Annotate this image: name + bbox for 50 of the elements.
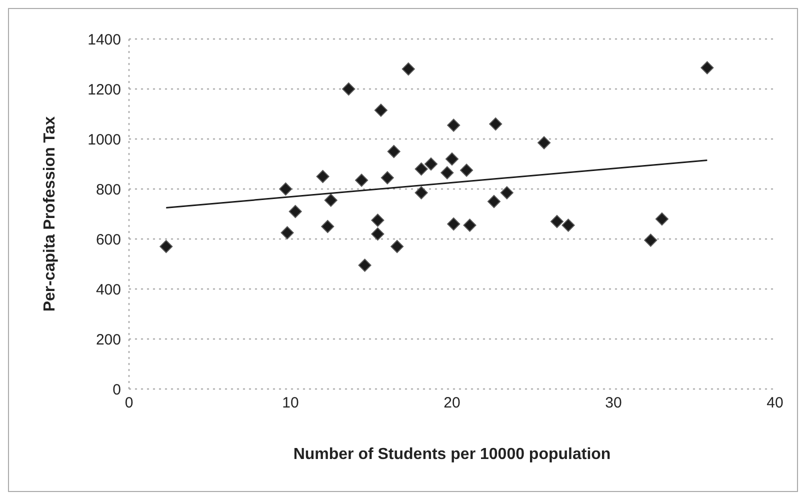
point bbox=[160, 240, 173, 253]
point bbox=[358, 258, 372, 272]
point bbox=[550, 215, 564, 228]
point bbox=[321, 220, 334, 233]
y-tick-label: 1400 bbox=[88, 31, 121, 48]
point bbox=[500, 186, 514, 200]
point bbox=[414, 186, 428, 200]
point bbox=[355, 174, 368, 187]
point bbox=[562, 218, 575, 232]
y-tick-label: 1200 bbox=[88, 81, 121, 98]
y-tick-label: 600 bbox=[96, 231, 121, 248]
point bbox=[288, 205, 302, 218]
point bbox=[390, 240, 404, 253]
y-tick-label: 1000 bbox=[88, 131, 121, 148]
y-tick-label: 800 bbox=[96, 181, 121, 198]
point bbox=[316, 170, 330, 183]
point bbox=[380, 171, 394, 184]
point bbox=[538, 136, 551, 150]
point bbox=[487, 195, 500, 208]
x-tick-label: 40 bbox=[766, 394, 784, 412]
point bbox=[374, 104, 388, 117]
point bbox=[655, 212, 668, 226]
point bbox=[424, 158, 438, 170]
x-tick-label: 20 bbox=[444, 394, 460, 412]
point bbox=[324, 194, 338, 207]
point bbox=[447, 218, 460, 230]
point bbox=[700, 61, 714, 74]
y-axis-title: Per-capita Profession Tax bbox=[42, 116, 59, 312]
point bbox=[440, 166, 454, 180]
x-axis-title: Number of Students per 10000 population bbox=[293, 446, 611, 463]
y-tick-label: 400 bbox=[96, 281, 121, 298]
point bbox=[446, 152, 458, 166]
point bbox=[371, 214, 384, 227]
x-tick-label: 0 bbox=[124, 394, 134, 412]
x-tick-label: 30 bbox=[605, 394, 622, 412]
point bbox=[460, 164, 474, 177]
point bbox=[447, 118, 460, 132]
point bbox=[402, 62, 415, 76]
x-tick-label: 10 bbox=[282, 394, 299, 412]
point bbox=[489, 118, 502, 130]
y-tick-label: 0 bbox=[112, 381, 121, 398]
point bbox=[280, 226, 294, 240]
point bbox=[342, 82, 356, 96]
point bbox=[279, 182, 292, 196]
point bbox=[371, 228, 384, 240]
point bbox=[463, 218, 476, 232]
point bbox=[387, 145, 400, 158]
y-tick-label: 200 bbox=[96, 331, 121, 348]
point bbox=[414, 162, 428, 176]
point bbox=[644, 234, 658, 247]
